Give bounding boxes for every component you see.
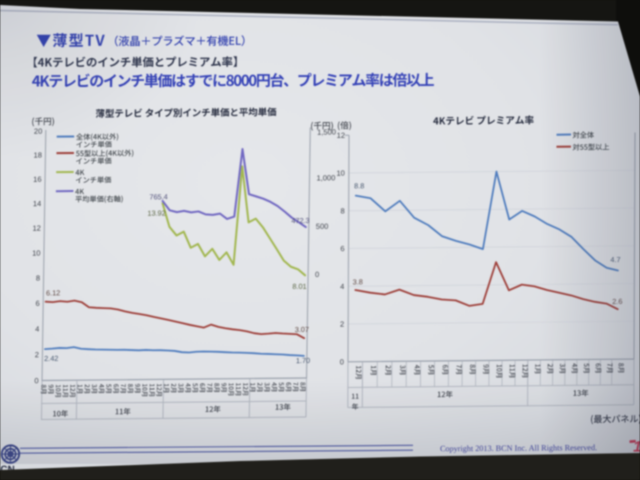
svg-text:4: 4	[35, 324, 39, 333]
svg-text:3.07: 3.07	[295, 325, 309, 334]
svg-text:8.01: 8.01	[292, 282, 306, 291]
svg-text:6: 6	[340, 244, 344, 253]
svg-text:10: 10	[32, 249, 40, 258]
svg-text:12: 12	[337, 131, 345, 140]
svg-text:8: 8	[36, 274, 40, 283]
svg-text:2.42: 2.42	[44, 354, 58, 363]
svg-text:472.3: 472.3	[291, 216, 309, 225]
svg-text:2: 2	[35, 350, 39, 359]
svg-text:10: 10	[336, 169, 344, 178]
svg-text:6: 6	[35, 299, 39, 308]
svg-text:8: 8	[340, 206, 344, 215]
svg-text:0: 0	[340, 357, 344, 366]
svg-text:2: 2	[340, 320, 344, 329]
svg-text:1,000: 1,000	[316, 173, 335, 182]
svg-text:14: 14	[33, 199, 41, 208]
svg-text:6.12: 6.12	[46, 288, 60, 297]
svg-text:765.4: 765.4	[149, 192, 167, 201]
svg-text:8.8: 8.8	[354, 181, 364, 190]
svg-text:0: 0	[315, 270, 319, 279]
svg-text:3.8: 3.8	[353, 277, 363, 286]
svg-text:12: 12	[32, 224, 40, 233]
svg-text:500: 500	[316, 222, 329, 231]
svg-text:16: 16	[33, 175, 41, 184]
svg-text:1.70: 1.70	[296, 356, 310, 365]
svg-text:CN: CN	[0, 465, 15, 476]
svg-text:1,500: 1,500	[317, 128, 336, 137]
svg-text:4: 4	[340, 282, 344, 291]
svg-text:13.92: 13.92	[147, 209, 165, 218]
